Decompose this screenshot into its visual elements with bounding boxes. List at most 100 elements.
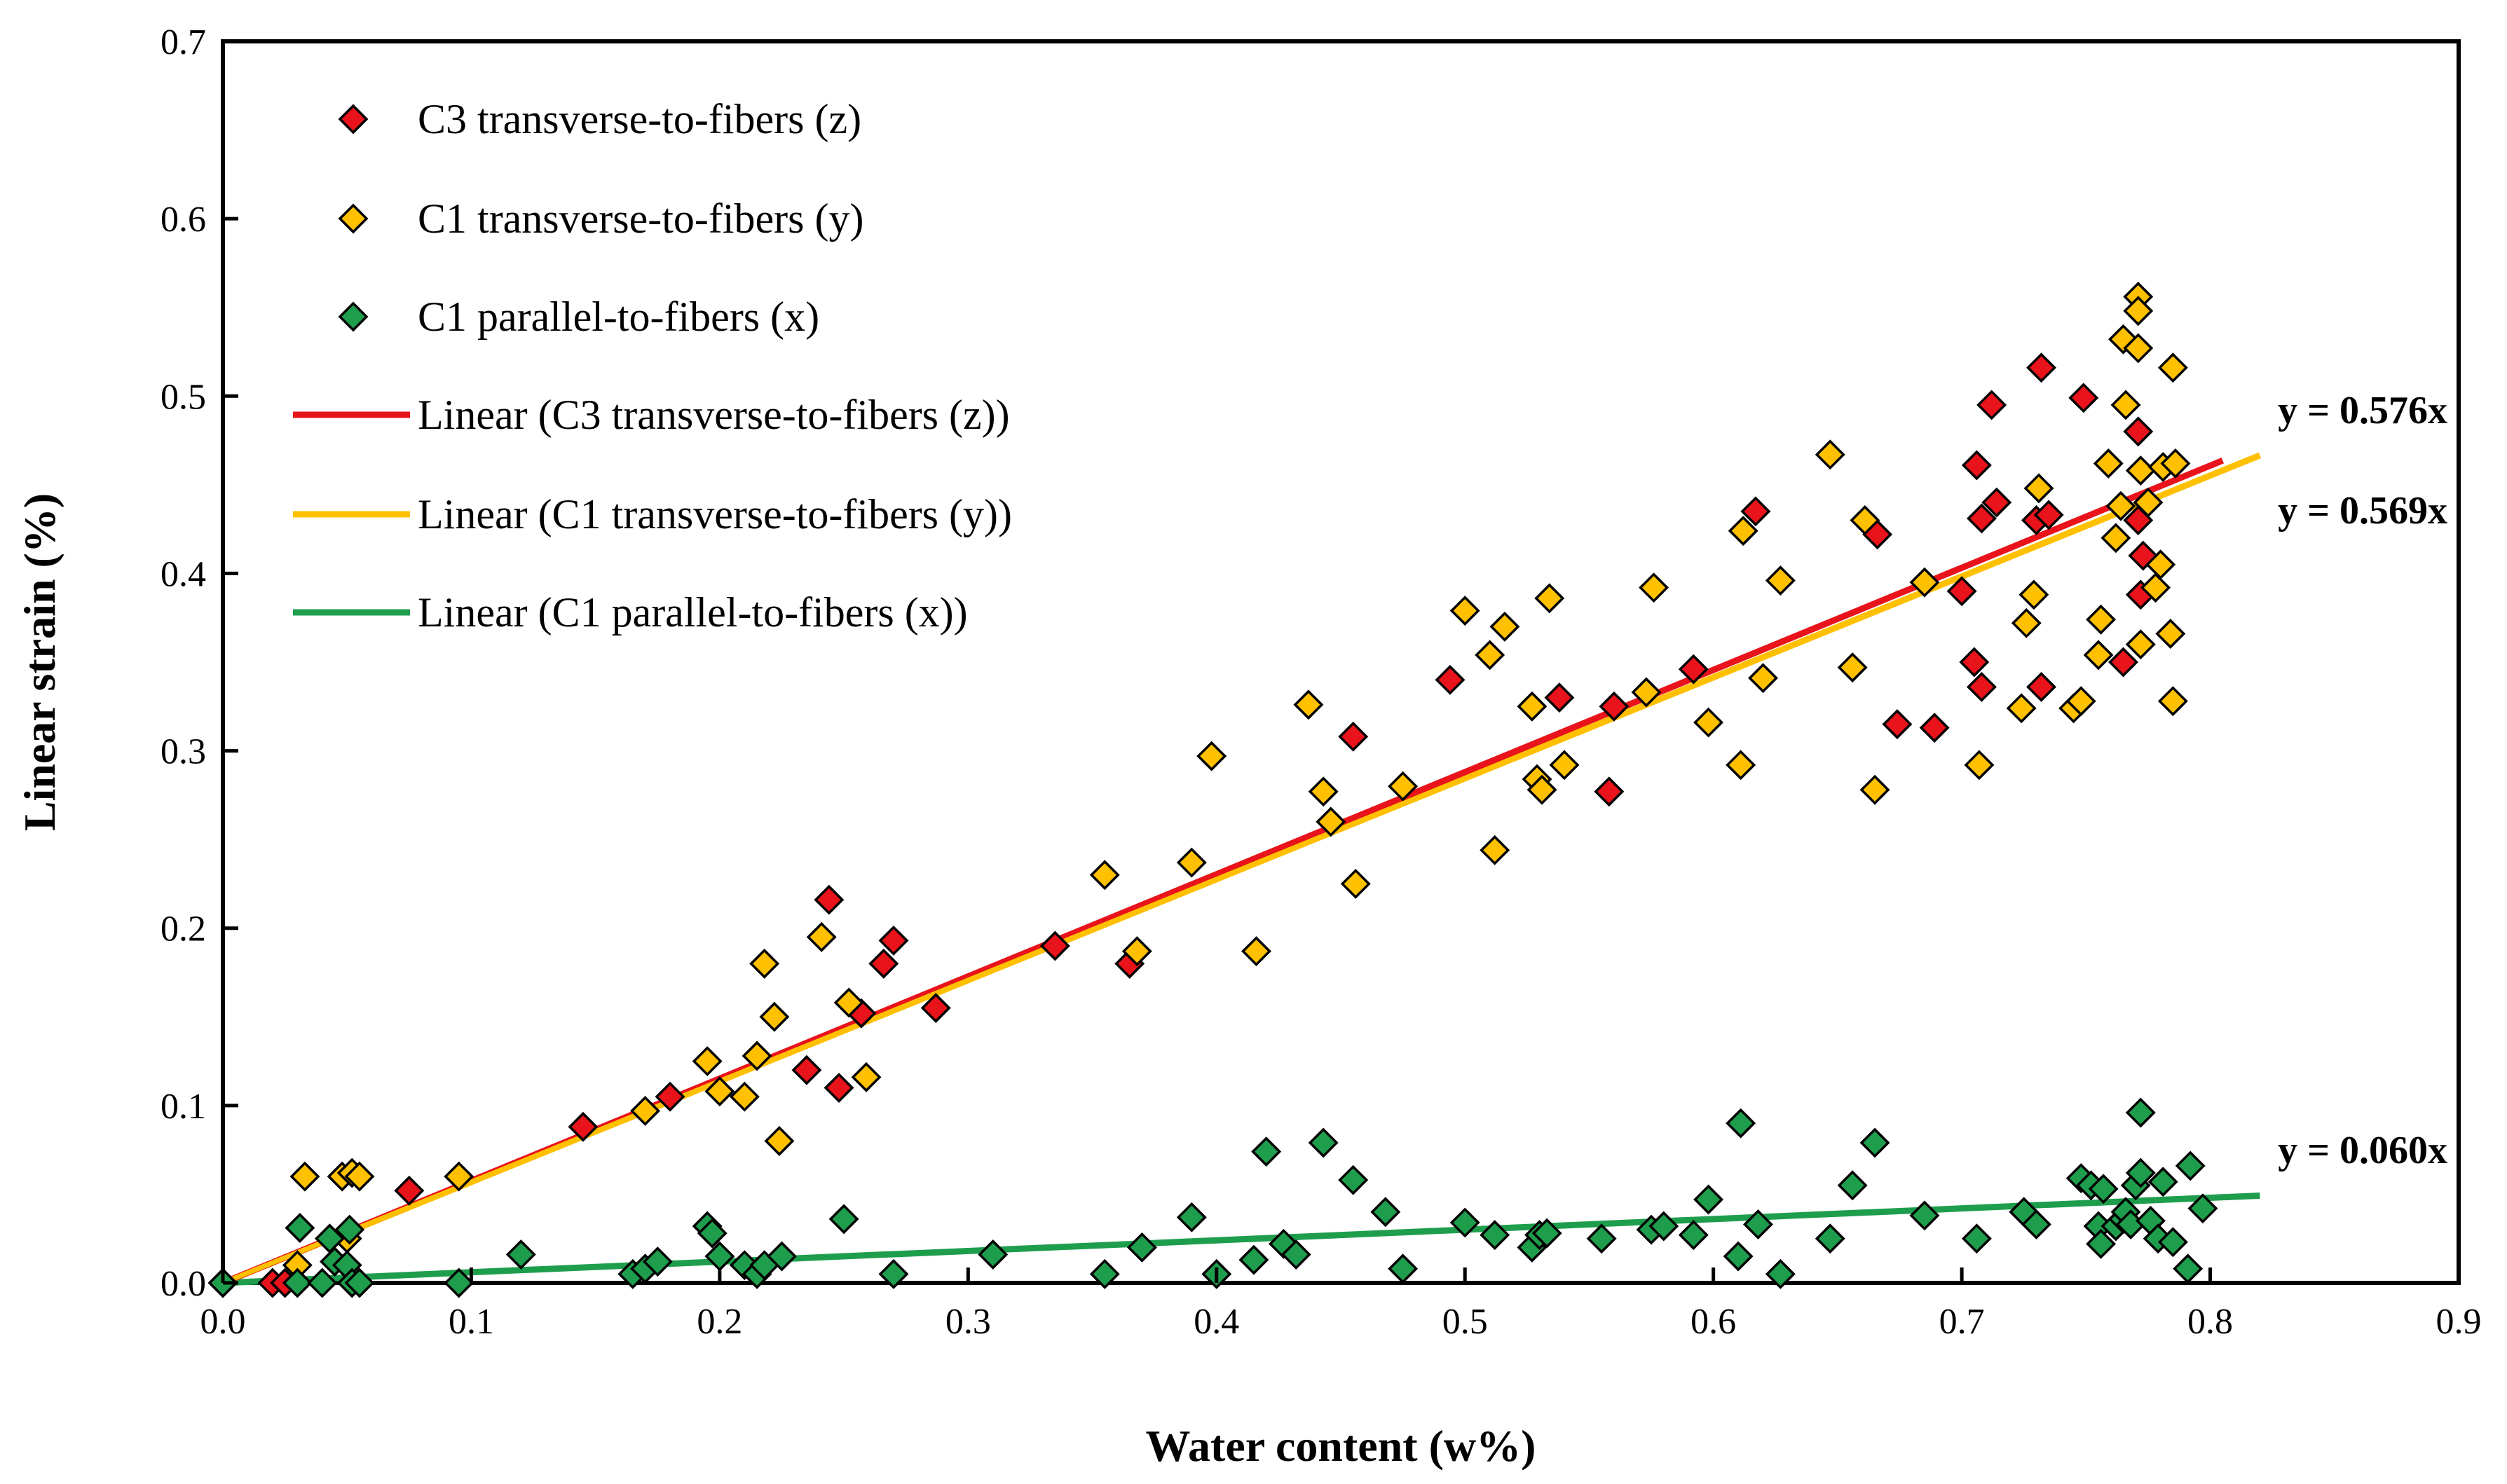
- y-tick-label: 0.4: [160, 554, 206, 594]
- data-point-series-2: [1449, 596, 1480, 626]
- data-point-series-2: [2157, 686, 2188, 717]
- data-point-series-2: [2006, 693, 2037, 724]
- data-point-series-1: [1959, 647, 1990, 678]
- data-point-series-3: [1480, 1220, 1510, 1251]
- data-point-series-3: [1726, 1108, 1756, 1139]
- data-point-series-3: [767, 1241, 797, 1272]
- data-point-series-2: [2093, 448, 2124, 479]
- data-point-series-2: [1631, 677, 1662, 708]
- legend-label-4: Linear (C3 transverse-to-fibers (z)): [418, 392, 1010, 438]
- data-point-series-2: [1909, 567, 1940, 598]
- legend-label-2: C1 transverse-to-fibers (y): [418, 195, 863, 242]
- data-point-series-3: [1126, 1232, 1157, 1263]
- data-point-series-3: [1089, 1258, 1120, 1289]
- data-point-series-2: [444, 1161, 474, 1192]
- data-point-series-3: [1176, 1202, 1207, 1232]
- data-point-series-3: [1251, 1136, 1282, 1167]
- data-point-series-3: [2175, 1150, 2206, 1181]
- data-point-series-3: [878, 1258, 909, 1289]
- data-point-series-2: [1850, 505, 1880, 535]
- data-point-series-3: [2125, 1097, 2156, 1128]
- data-point-series-3: [285, 1213, 315, 1244]
- data-point-series-3: [2147, 1167, 2178, 1197]
- x-axis-title: Water content (w%): [1146, 1421, 1536, 1471]
- data-point-series-2: [749, 948, 780, 979]
- y-tick-label: 0.3: [160, 732, 206, 772]
- data-point-series-1: [1966, 503, 1997, 534]
- data-point-series-1: [878, 925, 909, 956]
- legend-marker-1: [338, 104, 369, 135]
- x-tick-label: 0.8: [2187, 1302, 2233, 1342]
- plot-frame: [221, 39, 2461, 1285]
- data-point-series-2: [764, 1126, 795, 1156]
- data-point-series-3: [334, 1214, 365, 1245]
- y-tick-label: 0.0: [160, 1264, 206, 1304]
- data-point-series-2: [2110, 390, 2141, 420]
- data-point-series-2: [1526, 774, 1557, 805]
- data-point-series-2: [2086, 604, 2117, 635]
- x-tick-label: 0.1: [449, 1302, 494, 1342]
- data-point-series-1: [1981, 487, 2012, 518]
- data-point-series-2: [2125, 629, 2156, 660]
- x-tick-label: 0.4: [1194, 1302, 1239, 1342]
- data-point-series-2: [1316, 806, 1346, 837]
- data-point-series-2: [2100, 523, 2131, 554]
- data-point-series-3: [1742, 1209, 1773, 1239]
- data-point-series-2: [2083, 640, 2114, 671]
- data-point-series-2: [742, 1040, 772, 1071]
- data-point-series-1: [1599, 691, 1630, 722]
- data-point-series-3: [1586, 1223, 1617, 1254]
- data-point-series-2: [1837, 652, 1868, 683]
- data-point-series-1: [2033, 500, 2064, 530]
- data-point-series-2: [851, 1062, 882, 1092]
- data-point-series-1: [824, 1073, 854, 1104]
- data-point-series-2: [1726, 750, 1756, 781]
- data-point-series-2: [1196, 741, 1227, 771]
- legend-label-5: Linear (C1 transverse-to-fibers (y)): [418, 491, 1012, 537]
- data-point-series-2: [759, 1001, 790, 1032]
- data-point-series-2: [806, 921, 837, 952]
- y-tick-label: 0.1: [160, 1087, 206, 1127]
- trendline-equation-3: y = 0.060x: [2278, 1129, 2447, 1172]
- y-tick-label: 0.2: [160, 909, 206, 949]
- legend-marker-2: [338, 203, 369, 234]
- tick-layer: 0.0 0.1 0.2 0.3 0.4 0.5 0.6 0.7 0.8 0.9 0.0 0.1 0.2 0…: [160, 22, 2482, 1342]
- data-point-series-3: [1723, 1241, 1754, 1272]
- data-point-series-2: [2157, 352, 2188, 383]
- data-point-series-1: [2026, 671, 2057, 702]
- data-point-series-2: [1176, 847, 1207, 878]
- data-point-series-1: [568, 1111, 599, 1142]
- data-point-series-2: [1089, 860, 1120, 891]
- data-point-series-2: [1480, 834, 1510, 865]
- data-point-series-2: [1728, 516, 1758, 547]
- data-point-series-3: [1238, 1244, 1269, 1275]
- data-point-series-3: [1648, 1211, 1679, 1242]
- x-tick-label: 0.9: [2436, 1302, 2482, 1342]
- trendline-2-overlay: [221, 453, 2261, 1286]
- data-point-series-1: [1882, 709, 1913, 740]
- legend-marker-3: [338, 301, 369, 332]
- data-point-series-2: [729, 1081, 760, 1112]
- data-point-series-1: [1740, 496, 1771, 527]
- x-tick-label: 0.3: [945, 1302, 991, 1342]
- data-point-series-3: [978, 1239, 1009, 1270]
- data-point-series-3: [1693, 1184, 1724, 1215]
- y-tick-label: 0.7: [160, 22, 206, 62]
- data-point-series-3: [307, 1267, 338, 1298]
- data-point-series-2: [1534, 583, 1565, 614]
- data-point-series-2: [2105, 490, 2136, 521]
- data-point-series-2: [2123, 296, 2154, 327]
- data-point-series-3: [1837, 1170, 1868, 1201]
- trendline-equation-2: y = 0.569x: [2278, 489, 2447, 533]
- data-point-series-3: [1388, 1253, 1419, 1284]
- data-point-series-3: [828, 1204, 859, 1235]
- data-point-series-3: [1859, 1127, 1890, 1158]
- data-point-series-3: [2088, 1174, 2119, 1204]
- data-point-series-3: [282, 1267, 313, 1298]
- data-point-series-2: [1121, 936, 1152, 967]
- data-point-series-2: [1293, 689, 1324, 720]
- data-point-series-2: [2155, 619, 2186, 649]
- equation-labels: y = 0.576x y = 0.569x y = 0.060x: [2278, 389, 2447, 1172]
- x-tick-label: 0.7: [1939, 1302, 1985, 1342]
